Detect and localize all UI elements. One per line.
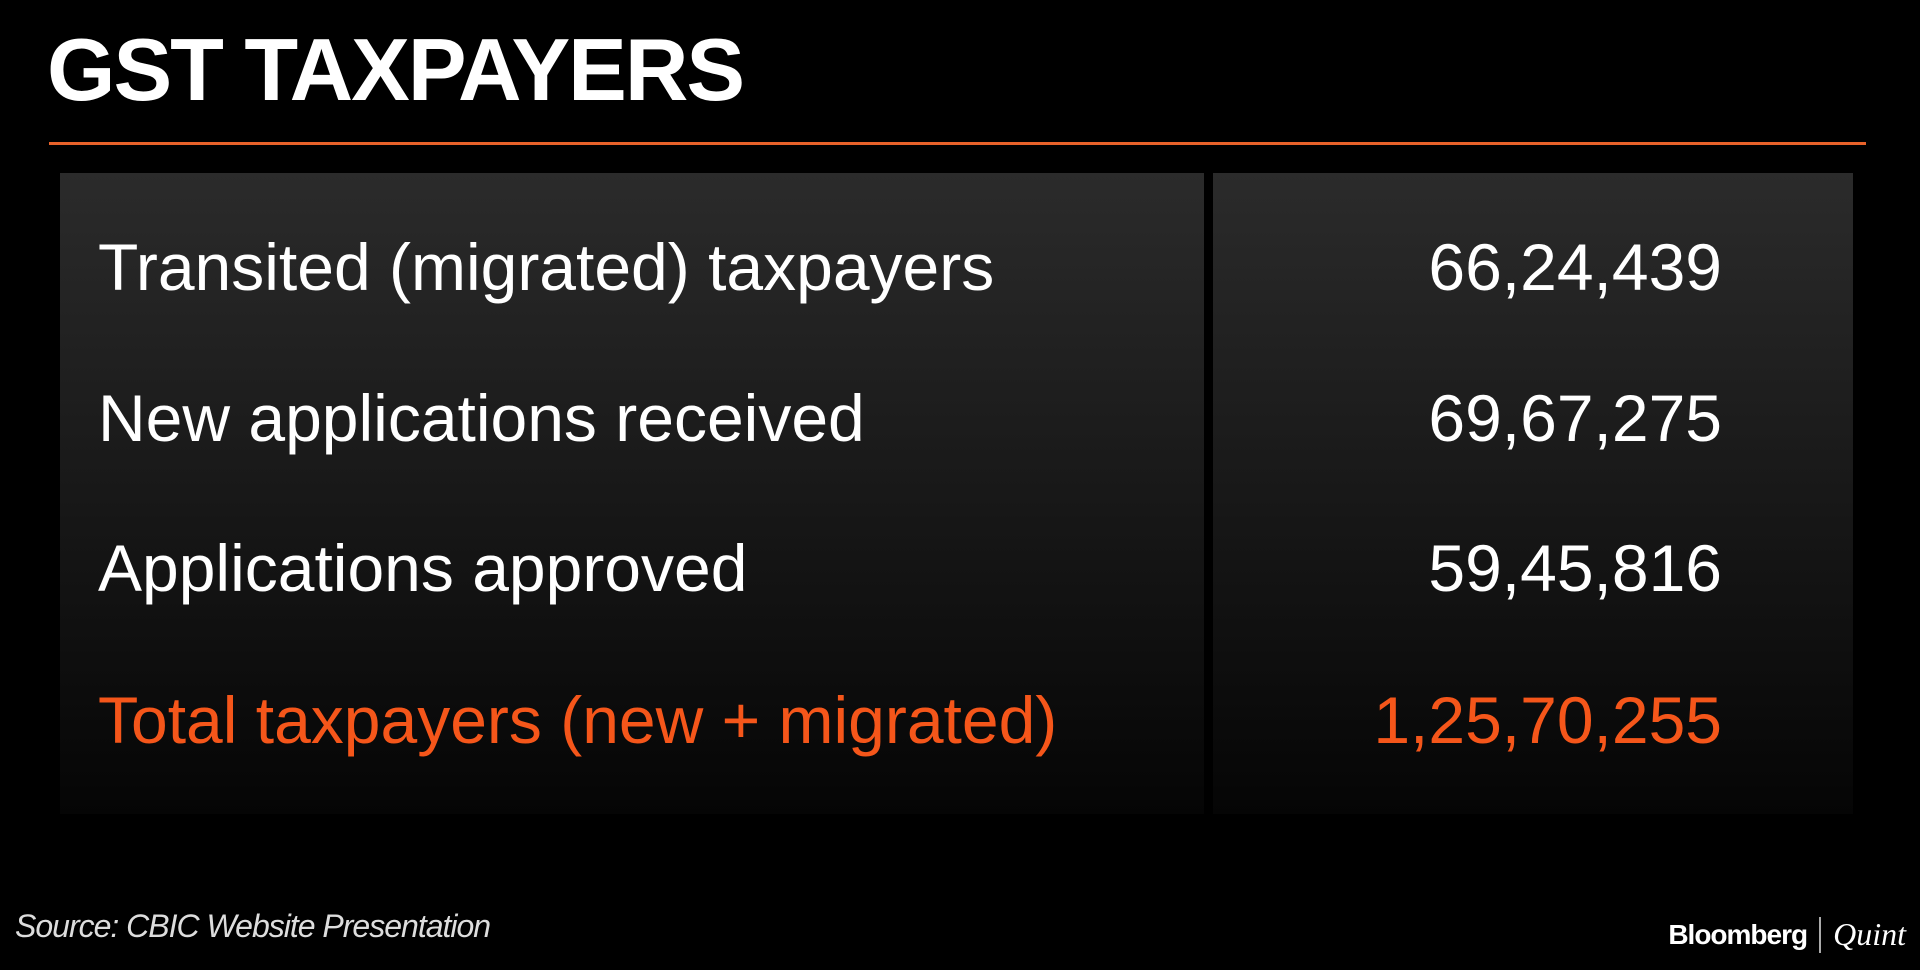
value-panel [1213,173,1853,814]
table-row: New applications received 69,67,275 [98,373,1722,463]
title-rule [49,142,1866,145]
title: GST TAXPAYERS [47,20,745,119]
label-panel [60,173,1204,814]
table-row: Transited (migrated) taxpayers 66,24,439 [98,222,1722,312]
row-value: 59,45,816 [1428,531,1722,605]
row-label: Transited (migrated) taxpayers [98,230,995,304]
row-value: 1,25,70,255 [1373,683,1722,757]
source: Source: CBIC Website Presentation [15,908,491,944]
row-value: 69,67,275 [1428,381,1722,455]
row-label: New applications received [98,381,865,455]
row-label: Total taxpayers (new + migrated) [98,683,1058,757]
logo: Bloomberg Quint [1668,916,1906,953]
row-label: Applications approved [98,531,748,605]
logo-separator [1819,916,1822,953]
table-row: Applications approved 59,45,816 [98,523,1722,613]
brand-suffix: Quint [1833,916,1906,952]
brand: Bloomberg [1668,918,1808,950]
row-value: 66,24,439 [1428,230,1722,304]
table-row: Total taxpayers (new + migrated) 1,25,70,… [98,675,1722,765]
